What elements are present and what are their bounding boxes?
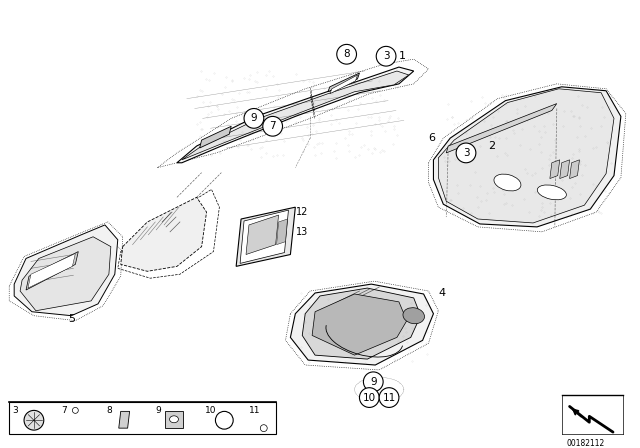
Text: 11: 11 xyxy=(383,392,396,403)
Text: 10: 10 xyxy=(363,392,376,403)
FancyBboxPatch shape xyxy=(165,411,183,428)
Ellipse shape xyxy=(538,185,566,200)
Circle shape xyxy=(360,388,379,407)
Circle shape xyxy=(337,44,356,64)
Text: 9: 9 xyxy=(156,406,161,415)
Polygon shape xyxy=(276,219,287,245)
Polygon shape xyxy=(20,237,111,311)
Polygon shape xyxy=(26,252,78,290)
Polygon shape xyxy=(328,73,360,92)
Polygon shape xyxy=(291,284,433,365)
Text: 00182112: 00182112 xyxy=(566,439,605,448)
Polygon shape xyxy=(312,294,407,355)
Circle shape xyxy=(376,46,396,66)
Circle shape xyxy=(72,407,78,414)
Text: 5: 5 xyxy=(68,314,76,323)
Circle shape xyxy=(244,108,264,128)
Polygon shape xyxy=(560,160,570,179)
Circle shape xyxy=(24,410,44,430)
Polygon shape xyxy=(177,67,413,163)
Polygon shape xyxy=(121,197,207,271)
Polygon shape xyxy=(182,71,409,160)
Polygon shape xyxy=(240,210,289,263)
Ellipse shape xyxy=(170,416,179,423)
Text: 9: 9 xyxy=(251,113,257,123)
Text: 4: 4 xyxy=(438,288,445,298)
Text: 10: 10 xyxy=(205,406,216,415)
Polygon shape xyxy=(570,160,579,179)
Polygon shape xyxy=(119,411,130,428)
Text: 9: 9 xyxy=(370,377,376,387)
FancyBboxPatch shape xyxy=(9,402,276,434)
Polygon shape xyxy=(330,75,358,94)
Polygon shape xyxy=(9,222,123,321)
Polygon shape xyxy=(302,288,420,359)
Text: 2: 2 xyxy=(488,141,495,151)
Polygon shape xyxy=(446,103,557,153)
Polygon shape xyxy=(438,89,614,223)
Text: 8: 8 xyxy=(106,406,111,415)
Polygon shape xyxy=(157,59,429,168)
Ellipse shape xyxy=(494,174,521,191)
Polygon shape xyxy=(236,207,295,267)
Circle shape xyxy=(263,116,282,136)
Text: 8: 8 xyxy=(343,49,350,59)
Ellipse shape xyxy=(403,308,424,324)
Polygon shape xyxy=(550,160,560,179)
Text: 7: 7 xyxy=(269,121,276,131)
Polygon shape xyxy=(28,254,76,288)
Circle shape xyxy=(216,411,233,429)
Circle shape xyxy=(364,372,383,392)
Text: 7: 7 xyxy=(61,406,67,415)
Polygon shape xyxy=(285,281,438,370)
Circle shape xyxy=(456,143,476,163)
Polygon shape xyxy=(433,87,621,227)
Circle shape xyxy=(379,388,399,407)
Polygon shape xyxy=(200,126,231,148)
Text: 3: 3 xyxy=(383,51,389,61)
Polygon shape xyxy=(14,225,118,316)
Text: 13: 13 xyxy=(296,227,308,237)
Text: 3: 3 xyxy=(463,148,469,158)
Text: 12: 12 xyxy=(296,207,308,217)
Text: 3: 3 xyxy=(12,406,18,415)
Text: 1: 1 xyxy=(399,51,406,61)
Text: 11: 11 xyxy=(249,406,260,415)
Circle shape xyxy=(260,425,268,431)
Text: 6: 6 xyxy=(429,133,435,143)
Polygon shape xyxy=(429,84,626,232)
Polygon shape xyxy=(246,215,278,254)
